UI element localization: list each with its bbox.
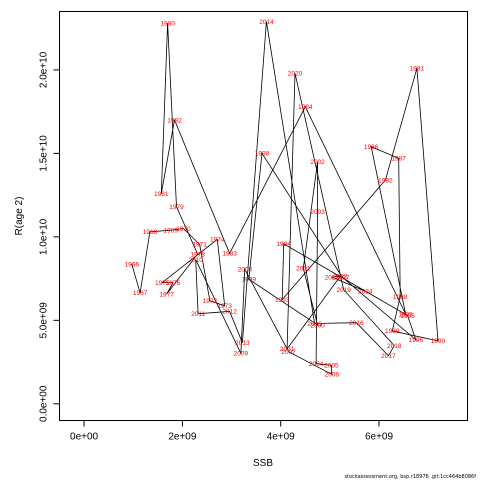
year-label-1995: 1995 xyxy=(400,313,415,320)
year-label-2006: 2006 xyxy=(325,372,340,379)
year-label-2024: 2024 xyxy=(358,289,373,296)
year-label-1975: 1975 xyxy=(155,280,170,287)
year-label-2004: 2004 xyxy=(309,361,324,368)
year-label-2023: 2023 xyxy=(325,274,340,281)
year-label-1991: 1991 xyxy=(410,66,425,73)
year-label-1998: 1998 xyxy=(255,151,270,158)
x-tick-label: 0e+00 xyxy=(70,432,99,443)
year-label-1993: 1993 xyxy=(275,297,290,304)
year-label-2015: 2015 xyxy=(307,321,322,328)
year-label-1966: 1966 xyxy=(125,262,140,269)
year-label-1986: 1986 xyxy=(364,144,379,151)
y-tick-label: 5.0e+09 xyxy=(39,302,50,339)
x-axis: 0e+00 2e+09 4e+09 6e+09 xyxy=(70,420,394,443)
year-label-2002: 2002 xyxy=(310,159,325,166)
year-label-1973: 1973 xyxy=(217,303,232,310)
footer-caption: stockassessment.org, bsp.r18976 .git:1cc… xyxy=(344,474,476,480)
year-label-2021: 2021 xyxy=(280,346,295,353)
year-label-1976: 1976 xyxy=(166,280,181,287)
year-label-2012: 2012 xyxy=(222,309,237,316)
year-label-2016: 2016 xyxy=(349,320,364,327)
year-label-2018: 2018 xyxy=(387,343,402,350)
y-axis-title: R(age 2) xyxy=(14,197,25,236)
year-label-1979: 1979 xyxy=(169,204,184,211)
y-tick-label: 0.0e+00 xyxy=(39,385,50,422)
year-label-1974: 1974 xyxy=(210,237,225,244)
x-axis-title: SSB xyxy=(253,458,273,469)
year-label-1988: 1988 xyxy=(393,294,408,301)
year-label-1971: 1971 xyxy=(192,242,207,249)
year-label-1968: 1968 xyxy=(143,229,158,236)
year-label-2000: 2000 xyxy=(310,322,325,329)
year-label-2022: 2022 xyxy=(333,274,348,281)
x-tick-label: 2e+09 xyxy=(168,432,197,443)
year-label-1977: 1977 xyxy=(159,291,174,298)
year-label-1999: 1999 xyxy=(242,277,257,284)
year-label-1981: 1981 xyxy=(154,191,169,198)
year-label-1978: 1978 xyxy=(190,251,205,258)
year-label-1980: 1980 xyxy=(160,20,175,27)
year-label-1996: 1996 xyxy=(409,337,424,344)
year-label-1984: 1984 xyxy=(298,104,313,111)
year-label-1990: 1990 xyxy=(431,338,446,345)
year-label-2009: 2009 xyxy=(234,351,249,358)
year-label-2020: 2020 xyxy=(288,71,303,78)
y-tick-label: 2.0e+10 xyxy=(39,51,50,88)
x-tick-label: 6e+09 xyxy=(365,432,394,443)
year-label-2008: 2008 xyxy=(238,267,253,274)
year-label-2011: 2011 xyxy=(191,311,205,318)
y-tick-label: 1.5e+10 xyxy=(39,135,50,172)
year-label-1992: 1992 xyxy=(378,177,393,184)
plot-frame xyxy=(59,11,468,421)
year-label-1997: 1997 xyxy=(335,274,350,281)
year-label-2003: 2003 xyxy=(310,209,325,216)
year-label-1987: 1987 xyxy=(391,156,406,163)
year-label-1967: 1967 xyxy=(133,290,148,297)
year-label-2007: 2007 xyxy=(281,349,296,356)
year-label-1970: 1970 xyxy=(176,226,191,233)
year-label-2001: 2001 xyxy=(296,266,311,273)
year-label-1985: 1985 xyxy=(398,311,413,318)
recruitment-path xyxy=(131,21,439,375)
year-label-2013: 2013 xyxy=(235,340,250,347)
year-label-2005: 2005 xyxy=(324,363,339,370)
year-label-1989: 1989 xyxy=(385,328,400,335)
year-label-2017: 2017 xyxy=(381,353,396,360)
y-axis: 0.0e+00 5.0e+09 1.0e+10 1.5e+10 2.0e+10 xyxy=(39,51,60,422)
year-label-1969: 1969 xyxy=(163,227,178,234)
year-label-2010: 2010 xyxy=(188,257,203,264)
x-tick-label: 4e+09 xyxy=(267,432,296,443)
year-label-2019: 2019 xyxy=(336,287,351,294)
year-label-1972: 1972 xyxy=(203,298,218,305)
y-tick-label: 1.0e+10 xyxy=(39,218,50,255)
year-label-1983: 1983 xyxy=(222,251,237,258)
year-label-1994: 1994 xyxy=(276,241,291,248)
year-label-2014: 2014 xyxy=(259,19,274,26)
year-label-1982: 1982 xyxy=(167,117,182,124)
